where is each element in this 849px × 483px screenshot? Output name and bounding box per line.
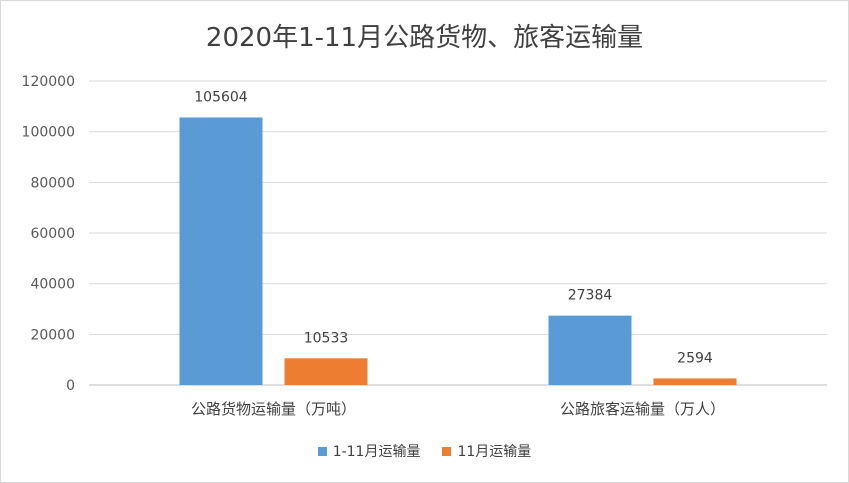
legend-swatch-series-2 <box>442 446 452 456</box>
chart-title: 2020年1-11月公路货物、旅客运输量 <box>205 23 644 53</box>
y-tick-label: 100000 <box>22 125 75 141</box>
bar <box>548 315 632 385</box>
data-label: 2594 <box>677 350 713 366</box>
bar <box>179 117 263 386</box>
x-category-label: 公路旅客运输量（万人） <box>560 400 725 418</box>
y-tick-label: 80000 <box>30 175 75 191</box>
y-tick-label: 0 <box>66 378 75 394</box>
legend-item-series-2: 11月运输量 <box>442 441 531 461</box>
data-label: 10533 <box>304 330 349 346</box>
y-tick-label: 20000 <box>30 327 75 343</box>
legend-label-series-1: 1-11月运输量 <box>332 444 421 460</box>
data-label: 105604 <box>194 89 248 105</box>
chart-legend: 1-11月运输量 11月运输量 <box>1 441 848 461</box>
bar <box>284 358 368 385</box>
data-label: 27384 <box>568 288 613 304</box>
legend-label-series-2: 11月运输量 <box>457 444 532 460</box>
y-tick-label: 40000 <box>30 277 75 293</box>
x-category-label: 公路货物运输量（万吨） <box>191 400 356 418</box>
y-tick-label: 120000 <box>22 74 75 90</box>
legend-swatch-series-1 <box>317 446 327 456</box>
bar <box>653 378 737 385</box>
y-tick-label: 60000 <box>30 226 75 242</box>
legend-item-series-1: 1-11月运输量 <box>317 441 421 461</box>
